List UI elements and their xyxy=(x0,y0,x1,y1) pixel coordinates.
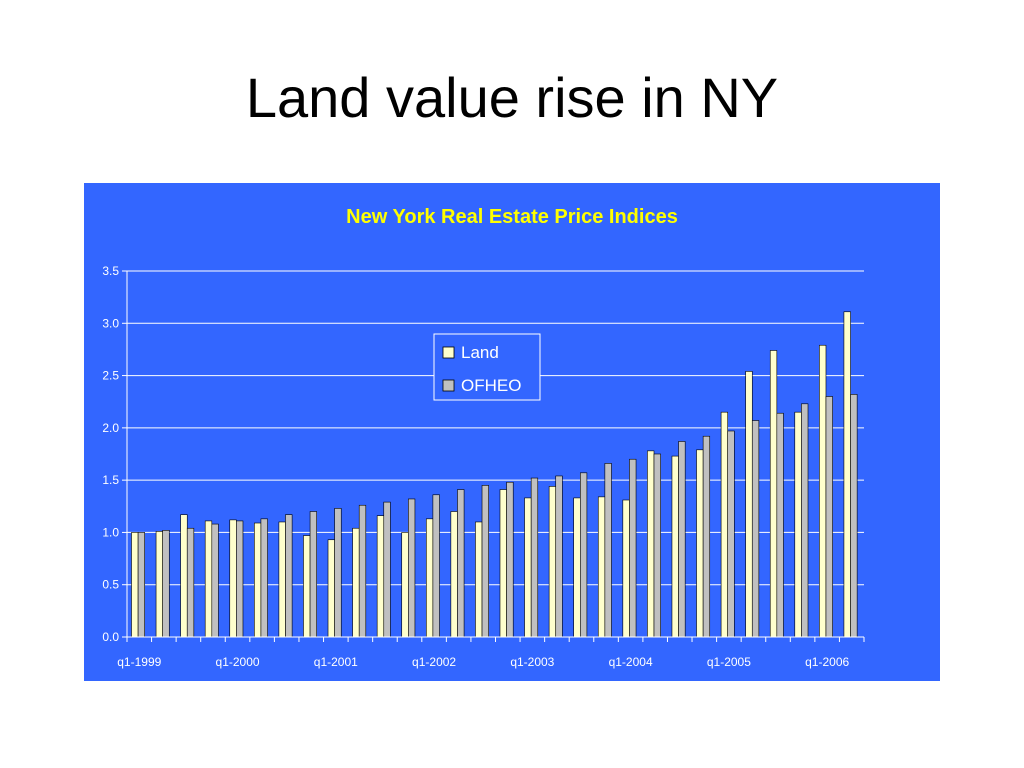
bar-land xyxy=(843,311,851,638)
bar-ofheo xyxy=(751,420,760,638)
y-tick-label: 0.5 xyxy=(102,578,119,592)
bar-land xyxy=(131,532,139,638)
bar-ofheo xyxy=(825,396,833,638)
bar-ofheo xyxy=(727,430,735,638)
x-tick-label: q1-2006 xyxy=(805,655,849,669)
bar-ofheo xyxy=(260,518,268,638)
legend-label-ofheo: OFHEO xyxy=(461,376,521,395)
bar-ofheo xyxy=(457,489,465,638)
bar-ofheo xyxy=(653,453,661,638)
bar-chart: New York Real Estate Price Indices 0.00.… xyxy=(84,183,940,681)
bar-land xyxy=(278,521,286,638)
bar-ofheo xyxy=(506,481,514,638)
bar-land xyxy=(303,535,311,638)
y-tick-label: 0.0 xyxy=(102,630,119,644)
bar-land xyxy=(352,527,360,638)
legend: Land OFHEO xyxy=(433,333,541,401)
legend-swatch-ofheo xyxy=(442,379,455,392)
bar-ofheo xyxy=(776,412,784,638)
bar-ofheo xyxy=(579,472,588,638)
bar-ofheo xyxy=(285,514,293,638)
bar-ofheo xyxy=(162,530,170,638)
bar-land xyxy=(524,497,532,638)
y-tick-label: 1.0 xyxy=(102,525,119,539)
bar-ofheo xyxy=(530,477,539,638)
bar-land xyxy=(573,497,581,638)
legend-swatch-land xyxy=(442,346,455,359)
bar-land xyxy=(475,521,483,638)
bar-land xyxy=(696,449,704,638)
bar-land xyxy=(204,520,213,638)
x-tick-label: q1-2001 xyxy=(314,655,358,669)
y-tick-label: 3.5 xyxy=(102,264,119,278)
bar-land xyxy=(450,511,458,638)
bar-ofheo xyxy=(850,394,858,638)
bar-ofheo xyxy=(236,520,244,638)
slide-title: Land value rise in NY xyxy=(245,66,779,129)
y-tick-label: 2.0 xyxy=(102,421,119,435)
bar-land xyxy=(548,486,557,638)
x-tick-label: q1-2003 xyxy=(510,655,554,669)
bar-land xyxy=(327,539,335,638)
legend-label-land: Land xyxy=(461,343,499,362)
bar-ofheo xyxy=(432,494,440,638)
x-tick-label: q1-2000 xyxy=(216,655,260,669)
bar-ofheo xyxy=(408,498,416,638)
bar-land xyxy=(254,522,262,638)
bars xyxy=(131,311,858,638)
bar-ofheo xyxy=(211,523,219,638)
y-tick-label: 3.0 xyxy=(102,316,119,330)
bar-land xyxy=(794,411,802,638)
bar-ofheo xyxy=(334,508,342,638)
x-tick-label: q1-1999 xyxy=(117,655,161,669)
x-tick-label: q1-2002 xyxy=(412,655,456,669)
bar-land xyxy=(499,489,507,638)
axes: 0.0 0.5 1.0 1.5 2.0 2.5 3.0 3.5 q1-1999 q1-2000 q1… xyxy=(102,264,865,669)
bar-ofheo xyxy=(629,458,637,638)
bar-land xyxy=(720,411,728,638)
x-tick-label: q1-2004 xyxy=(609,655,653,669)
chart-title: New York Real Estate Price Indices xyxy=(346,206,678,228)
bar-land xyxy=(401,532,409,638)
bar-ofheo xyxy=(137,532,145,638)
y-tick-label: 2.5 xyxy=(102,369,119,383)
bar-land xyxy=(819,344,827,638)
x-tick-label: q1-2005 xyxy=(707,655,751,669)
bar-land xyxy=(769,350,778,638)
bar-ofheo xyxy=(801,403,809,638)
y-tick-label: 1.5 xyxy=(102,473,119,487)
bar-ofheo xyxy=(702,435,711,638)
bar-land xyxy=(745,371,753,638)
bar-ofheo xyxy=(383,501,391,638)
chart-panel: New York Real Estate Price Indices 0.0 0.… xyxy=(84,183,940,681)
bar-land xyxy=(155,531,163,638)
bar-ofheo xyxy=(604,463,612,638)
bar-land xyxy=(671,455,679,638)
bar-ofheo xyxy=(678,441,686,638)
gridlines xyxy=(127,270,864,586)
bar-land xyxy=(622,499,630,638)
bar-ofheo xyxy=(555,475,563,638)
bar-land xyxy=(229,519,237,638)
bar-land xyxy=(376,515,385,638)
bar-land xyxy=(180,514,188,638)
bar-ofheo xyxy=(358,504,367,638)
bar-ofheo xyxy=(481,485,489,638)
bar-ofheo xyxy=(186,527,195,638)
bar-land xyxy=(425,518,434,638)
bar-land xyxy=(647,450,655,638)
bar-ofheo xyxy=(309,511,317,638)
bar-land xyxy=(597,496,606,638)
